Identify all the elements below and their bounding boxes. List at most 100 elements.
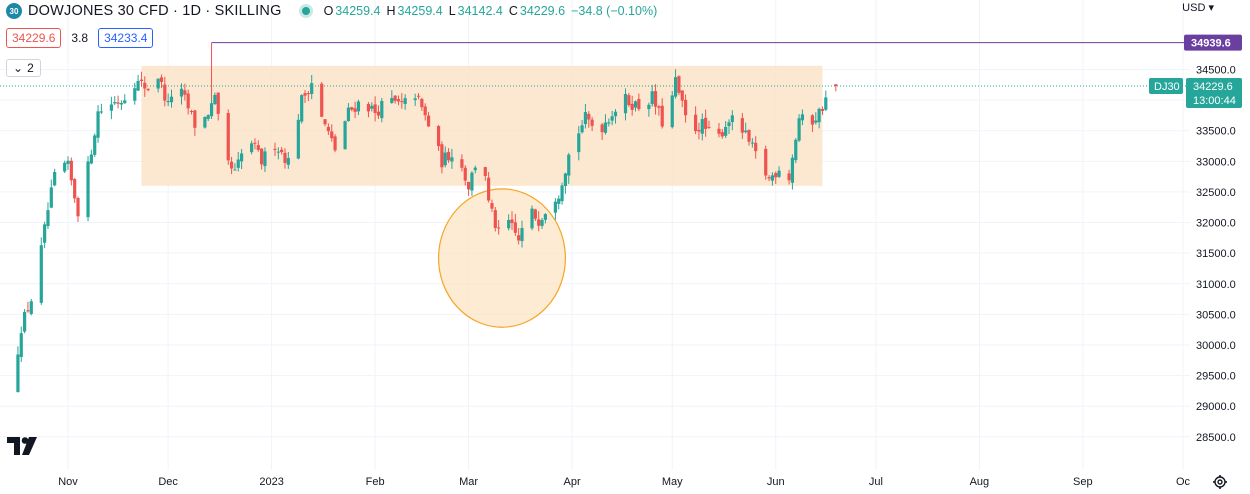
gear-icon[interactable]: [1212, 474, 1228, 490]
candle-body: [73, 179, 77, 199]
open-value: 34259.4: [335, 4, 381, 18]
candle-body: [119, 103, 124, 105]
candle-body: [116, 102, 120, 104]
candle-body: [300, 95, 304, 122]
candle-body: [356, 101, 361, 112]
y-tick-label: 29500.0: [1196, 371, 1236, 383]
candle-body: [727, 122, 731, 127]
candle-body: [490, 203, 494, 209]
range-rectangle: [141, 65, 823, 186]
candle-body: [416, 95, 421, 97]
candle-body: [286, 158, 290, 165]
candle-body: [143, 82, 147, 89]
candle-body: [557, 198, 561, 204]
candle-body: [263, 151, 267, 167]
candle-body: [209, 103, 214, 117]
candle-body: [296, 119, 300, 159]
candle-body: [683, 99, 688, 116]
candle-body: [543, 214, 547, 220]
candle-body: [487, 177, 491, 201]
candle-body: [303, 93, 307, 96]
y-tick-label: 32500.0: [1196, 187, 1236, 199]
quote-row: 34229.6 3.8 34233.4: [6, 28, 154, 48]
candle-body: [283, 152, 287, 163]
candle-body: [260, 148, 264, 165]
candle-body: [613, 111, 618, 117]
candle-body: [373, 104, 377, 113]
symbol-title[interactable]: DOWJONES 30 CFD · 1D · SKILLING: [28, 3, 282, 19]
candle-body: [707, 126, 711, 128]
buy-price-button[interactable]: 34233.4: [98, 28, 154, 48]
candle-body: [446, 151, 451, 161]
candle-body: [623, 93, 628, 114]
candle-body: [280, 149, 284, 153]
candle-body: [123, 100, 127, 104]
low-key: L: [448, 4, 456, 18]
x-tick-label: Feb: [366, 476, 385, 488]
candle-body: [724, 126, 728, 136]
candle-body: [250, 143, 254, 153]
change-value: −34.8 (−0.10%): [571, 4, 658, 18]
candle-body: [560, 185, 564, 202]
candle-body: [577, 133, 581, 153]
candle-body: [537, 219, 541, 226]
candle-body: [473, 167, 477, 171]
candle-body: [470, 172, 474, 191]
candle-body: [563, 173, 568, 187]
symbol-badge[interactable]: 30: [6, 3, 22, 19]
candle-body: [817, 108, 821, 123]
candle-body: [750, 142, 754, 144]
hline-price-tag: [1184, 34, 1242, 51]
x-tick-label: Oc: [1176, 476, 1191, 488]
candle-body: [590, 119, 594, 126]
candle-body: [600, 124, 604, 133]
candle-body: [39, 245, 43, 303]
candle-body: [553, 201, 557, 213]
candle-body: [443, 152, 447, 166]
candle-body: [63, 162, 67, 172]
last-price-tag: [1186, 78, 1242, 109]
highlight-circle: [437, 188, 567, 328]
candle-body: [206, 115, 210, 119]
low-value: 34142.4: [457, 4, 503, 18]
x-tick-label: Nov: [58, 476, 78, 488]
y-tick-label: 34500.0: [1196, 65, 1236, 77]
indicators-toggle-button[interactable]: ⌄ 2: [6, 59, 41, 77]
sell-price-button[interactable]: 34229.6: [6, 28, 62, 48]
candle-body: [483, 167, 487, 176]
x-tick-label: Apr: [564, 476, 581, 488]
candle-body: [777, 170, 781, 177]
candle-body: [226, 113, 230, 161]
drawings[interactable]: [0, 42, 1190, 328]
candle-body: [76, 197, 80, 217]
x-tick-label: 2023: [259, 476, 283, 488]
candle-body: [370, 105, 374, 109]
candle-body: [400, 101, 404, 103]
y-tick-label: 28500.0: [1196, 432, 1236, 444]
hline-price-label: 34939.6: [1191, 38, 1231, 50]
candle-body: [507, 219, 511, 229]
y-tick-label: 33000.0: [1196, 156, 1236, 168]
candle-body: [450, 157, 454, 162]
candle-body: [423, 106, 427, 116]
spread-value: 3.8: [71, 31, 89, 45]
candle-body: [653, 91, 658, 107]
currency-selector[interactable]: USD ▾: [1182, 1, 1214, 14]
chart-header: 30 DOWJONES 30 CFD · 1D · SKILLING O 3425…: [6, 3, 661, 19]
candle-body: [677, 76, 681, 93]
candle-body: [603, 122, 608, 133]
candle-body: [630, 103, 634, 110]
candle-body: [353, 108, 357, 112]
candle-body: [533, 209, 537, 219]
candle-body: [396, 99, 401, 102]
candle-body: [343, 121, 347, 150]
candle-body: [236, 159, 240, 168]
candle-body: [233, 169, 237, 171]
open-key: O: [323, 4, 334, 18]
candle-body: [86, 161, 90, 218]
price-tags: 34939.6 DJ30 34229.6 13:00:44: [1149, 34, 1242, 109]
x-tick-label: Aug: [970, 476, 990, 488]
y-tick-label: 33500.0: [1196, 126, 1236, 138]
